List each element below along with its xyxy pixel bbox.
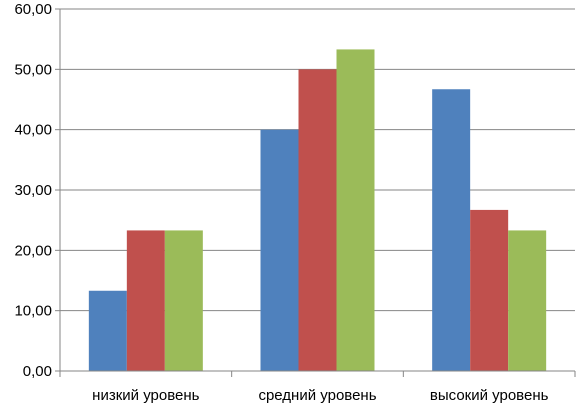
bar-series-3-1 [164, 230, 203, 371]
bar-series-2-1 [126, 230, 165, 371]
bar-series-3-2 [336, 49, 375, 371]
bar-series-3-3 [508, 230, 547, 371]
bar-series-2-3 [470, 209, 509, 371]
y-tick-label: 50,00 [14, 61, 52, 78]
bar-series-1-2 [260, 129, 299, 371]
y-tick-label: 20,00 [14, 242, 52, 259]
x-category-label: средний уровень [258, 387, 376, 404]
bar-series-2-2 [298, 69, 337, 371]
y-tick-label: 30,00 [14, 182, 52, 199]
bars [88, 49, 547, 371]
x-category-label: низкий уровень [92, 387, 199, 404]
x-category-label: высокий уровень [430, 387, 549, 404]
axes [55, 8, 576, 377]
y-tick-label: 0,00 [23, 363, 52, 380]
bar-series-1-1 [88, 290, 127, 371]
labels: 0,00 10,00 20,00 30,00 40,00 50,00 60,00 низкий… [14, 1, 548, 404]
bar-series-1-3 [432, 89, 471, 371]
y-tick-label: 60,00 [14, 1, 52, 18]
y-tick-label: 40,00 [14, 122, 52, 139]
y-tick-label: 10,00 [14, 303, 52, 320]
